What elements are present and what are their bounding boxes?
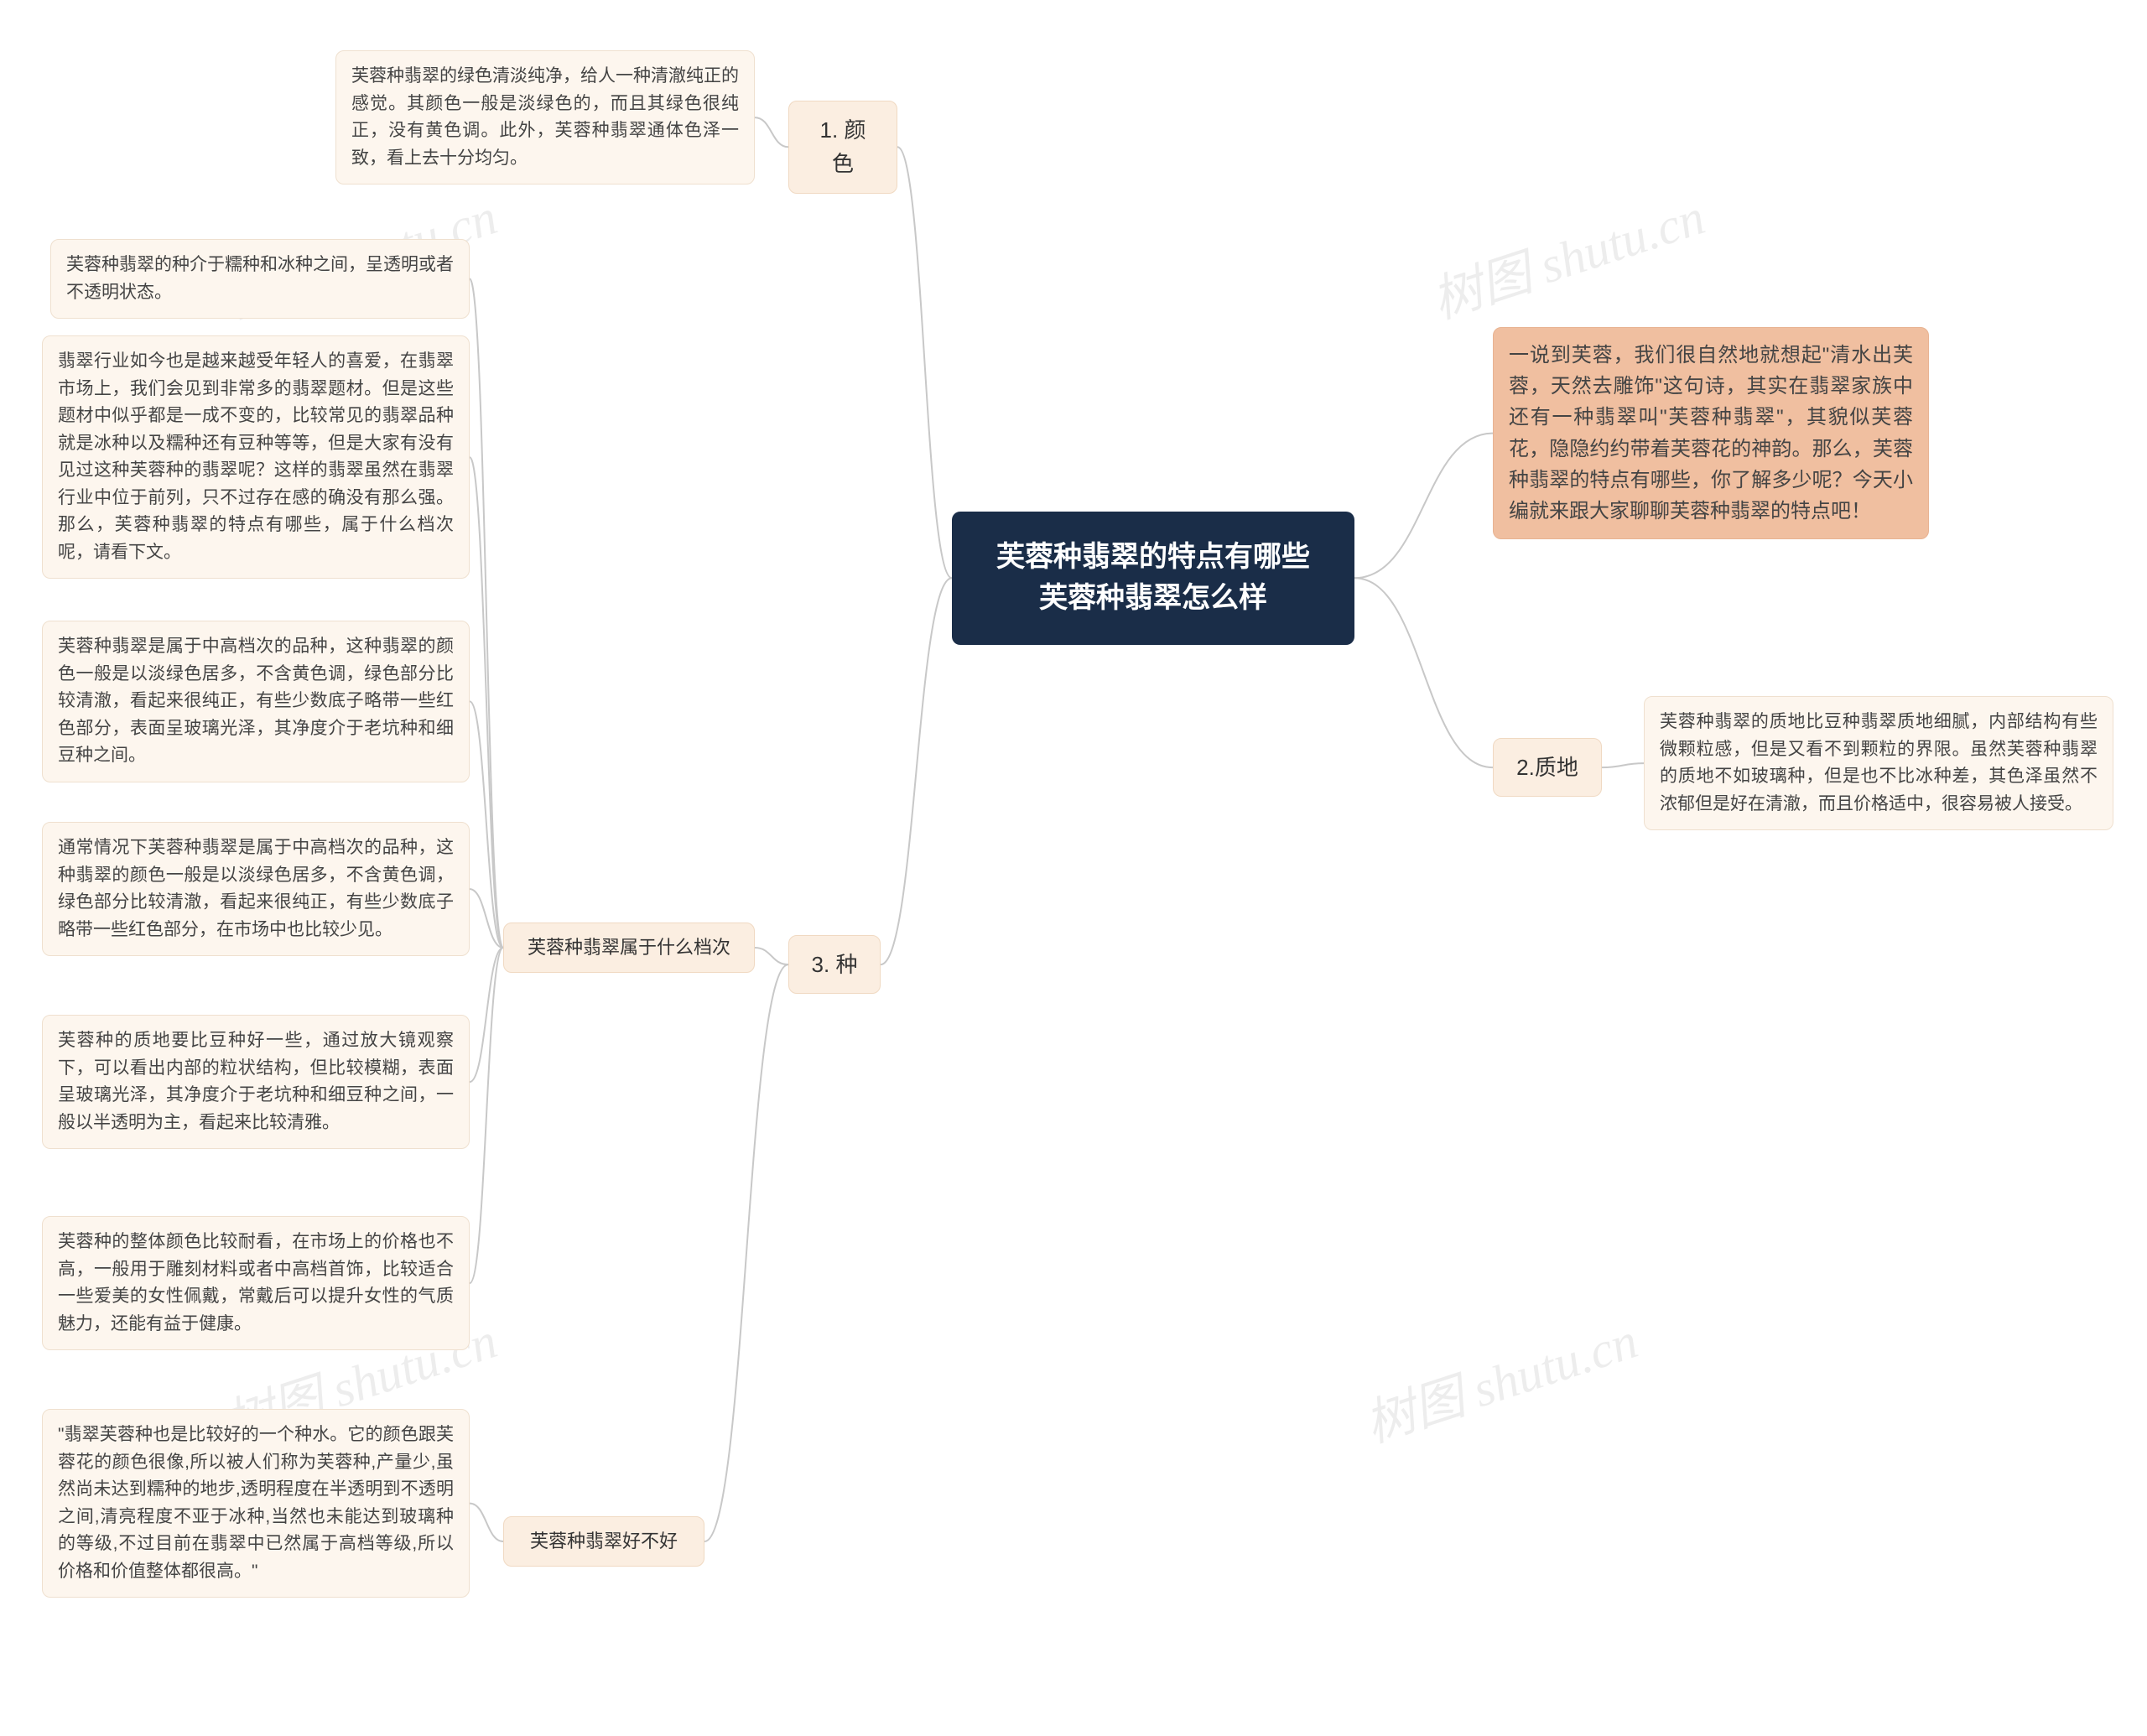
grade-leaf-5[interactable]: 芙蓉种的质地要比豆种好一些，通过放大镜观察下，可以看出内部的粒状结构，但比较模糊… [42, 1015, 470, 1149]
grade-leaf-3[interactable]: 芙蓉种翡翠是属于中高档次的品种，这种翡翠的颜色一般是以淡绿色居多，不含黄色调，绿… [42, 621, 470, 782]
grade-leaf-1[interactable]: 芙蓉种翡翠的种介于糯种和冰种之间，呈透明或者不透明状态。 [50, 239, 470, 319]
branch-2-texture[interactable]: 2.质地 [1493, 738, 1602, 797]
branch-1-color[interactable]: 1. 颜色 [788, 101, 897, 194]
watermark: 树图 shutu.cn [1354, 1300, 1645, 1457]
root-line1: 芙蓉种翡翠的特点有哪些 [975, 537, 1331, 578]
sub-grade[interactable]: 芙蓉种翡翠属于什么档次 [503, 923, 755, 973]
grade-leaf-2[interactable]: 翡翠行业如今也是越来越受年轻人的喜爱，在翡翠市场上，我们会见到非常多的翡翠题材。… [42, 335, 470, 579]
grade-leaf-4[interactable]: 通常情况下芙蓉种翡翠是属于中高档次的品种，这种翡翠的颜色一般是以淡绿色居多，不含… [42, 822, 470, 956]
branch-1-leaf[interactable]: 芙蓉种翡翠的绿色清淡纯净，给人一种清澈纯正的感觉。其颜色一般是淡绿色的，而且其绿… [335, 50, 755, 185]
watermark: 树图 shutu.cn [1422, 176, 1713, 333]
root-line2: 芙蓉种翡翠怎么样 [975, 578, 1331, 619]
branch-3-type[interactable]: 3. 种 [788, 935, 881, 994]
branch-2-leaf[interactable]: 芙蓉种翡翠的质地比豆种翡翠质地细腻，内部结构有些微颗粒感，但是又看不到颗粒的界限… [1644, 696, 2113, 830]
good-leaf[interactable]: "翡翠芙蓉种也是比较好的一个种水。它的颜色跟芙蓉花的颜色很像,所以被人们称为芙蓉… [42, 1409, 470, 1598]
root-node[interactable]: 芙蓉种翡翠的特点有哪些 芙蓉种翡翠怎么样 [952, 512, 1354, 645]
sub-good[interactable]: 芙蓉种翡翠好不好 [503, 1516, 704, 1567]
grade-leaf-6[interactable]: 芙蓉种的整体颜色比较耐看，在市场上的价格也不高，一般用于雕刻材料或者中高档首饰，… [42, 1216, 470, 1350]
intro-leaf[interactable]: 一说到芙蓉，我们很自然地就想起"清水出芙蓉，天然去雕饰"这句诗，其实在翡翠家族中… [1493, 327, 1929, 539]
